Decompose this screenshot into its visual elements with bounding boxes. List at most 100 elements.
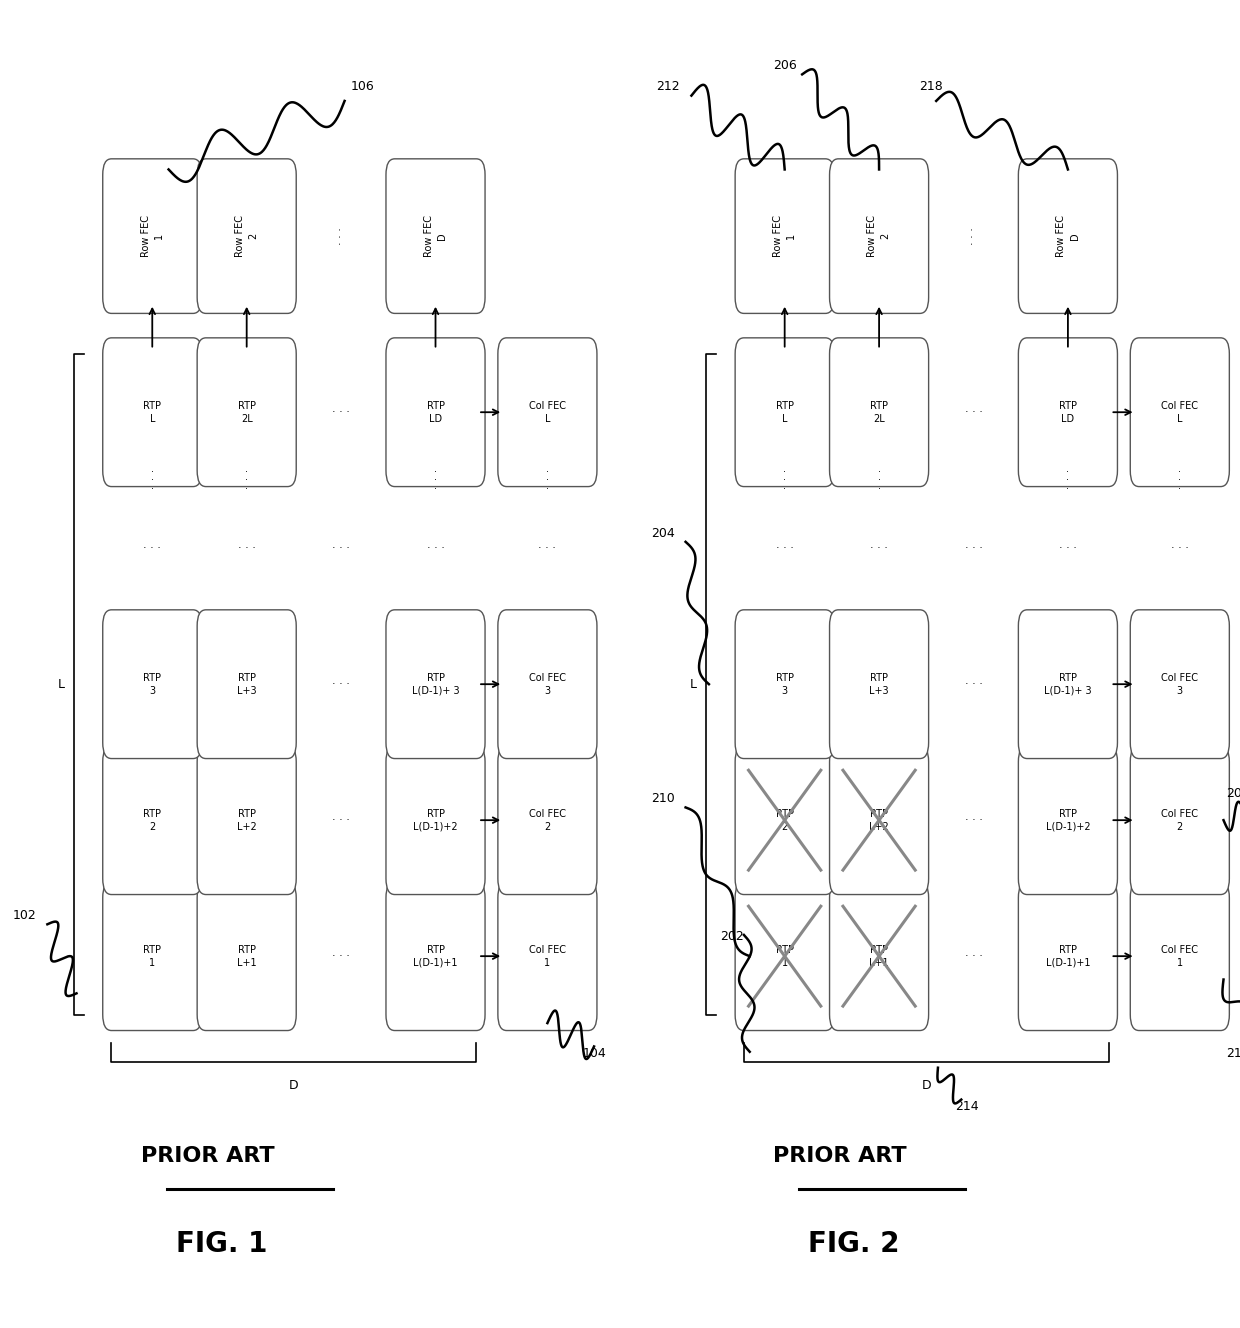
Text: RTP
L(D-1)+ 3: RTP L(D-1)+ 3 xyxy=(412,672,459,696)
Text: RTP
3: RTP 3 xyxy=(776,672,794,696)
FancyBboxPatch shape xyxy=(386,610,485,758)
FancyBboxPatch shape xyxy=(498,746,596,895)
Text: RTP
L+2: RTP L+2 xyxy=(869,809,889,831)
FancyBboxPatch shape xyxy=(197,746,296,895)
Text: · · ·: · · · xyxy=(1059,543,1076,554)
Text: · · ·: · · · xyxy=(332,543,350,554)
Text: RTP
2: RTP 2 xyxy=(144,809,161,831)
Text: Row FEC
2: Row FEC 2 xyxy=(868,215,890,258)
Text: FIG. 1: FIG. 1 xyxy=(176,1230,267,1259)
FancyBboxPatch shape xyxy=(1131,882,1229,1031)
FancyBboxPatch shape xyxy=(735,159,835,313)
FancyBboxPatch shape xyxy=(103,159,202,313)
FancyBboxPatch shape xyxy=(197,610,296,758)
FancyBboxPatch shape xyxy=(103,746,202,895)
Text: RTP
L(D-1)+ 3: RTP L(D-1)+ 3 xyxy=(1044,672,1091,696)
Text: · · ·: · · · xyxy=(336,227,346,246)
FancyBboxPatch shape xyxy=(1018,159,1117,313)
FancyBboxPatch shape xyxy=(735,610,835,758)
Text: RTP
LD: RTP LD xyxy=(1059,401,1076,424)
Text: 218: 218 xyxy=(919,80,942,93)
FancyBboxPatch shape xyxy=(197,882,296,1031)
Text: 104: 104 xyxy=(583,1046,606,1060)
Text: 202: 202 xyxy=(720,930,744,943)
Text: · · ·: · · · xyxy=(238,543,255,554)
FancyBboxPatch shape xyxy=(197,337,296,486)
Text: ·
·
·: · · · xyxy=(784,467,786,494)
Text: Row FEC
1: Row FEC 1 xyxy=(140,215,164,258)
Text: · · ·: · · · xyxy=(965,543,982,554)
Text: ·
·
·: · · · xyxy=(1066,467,1069,494)
Text: D: D xyxy=(289,1080,299,1092)
Text: Col FEC
L: Col FEC L xyxy=(529,401,565,424)
Text: RTP
L+1: RTP L+1 xyxy=(869,944,889,968)
FancyBboxPatch shape xyxy=(1131,746,1229,895)
Text: · · ·: · · · xyxy=(776,543,794,554)
Text: · · ·: · · · xyxy=(538,543,557,554)
Text: 204: 204 xyxy=(651,526,675,539)
Text: RTP
L+3: RTP L+3 xyxy=(237,672,257,696)
FancyBboxPatch shape xyxy=(1131,337,1229,486)
FancyBboxPatch shape xyxy=(1018,337,1117,486)
Text: · · ·: · · · xyxy=(144,543,161,554)
FancyBboxPatch shape xyxy=(386,337,485,486)
Text: Col FEC
1: Col FEC 1 xyxy=(529,944,565,968)
FancyBboxPatch shape xyxy=(103,337,202,486)
Text: RTP
2L: RTP 2L xyxy=(870,401,888,424)
Text: Row FEC
D: Row FEC D xyxy=(424,215,448,258)
FancyBboxPatch shape xyxy=(386,159,485,313)
Text: RTP
L: RTP L xyxy=(776,401,794,424)
Text: ·
·
·: · · · xyxy=(1178,467,1182,494)
Text: RTP
1: RTP 1 xyxy=(776,944,794,968)
FancyBboxPatch shape xyxy=(830,746,929,895)
Text: PRIOR ART: PRIOR ART xyxy=(773,1146,906,1166)
Text: RTP
LD: RTP LD xyxy=(427,401,444,424)
FancyBboxPatch shape xyxy=(1018,746,1117,895)
Text: · · ·: · · · xyxy=(332,951,350,961)
FancyBboxPatch shape xyxy=(1018,882,1117,1031)
Text: PRIOR ART: PRIOR ART xyxy=(140,1146,274,1166)
Text: RTP
L: RTP L xyxy=(144,401,161,424)
Text: Row FEC
D: Row FEC D xyxy=(1056,215,1080,258)
FancyBboxPatch shape xyxy=(386,882,485,1031)
Text: L: L xyxy=(57,677,64,691)
Text: 206: 206 xyxy=(773,58,797,72)
Text: · · ·: · · · xyxy=(965,679,982,689)
Text: · · ·: · · · xyxy=(332,679,350,689)
Text: Col FEC
L: Col FEC L xyxy=(1162,401,1198,424)
Text: Row FEC
1: Row FEC 1 xyxy=(773,215,796,258)
Text: RTP
L(D-1)+2: RTP L(D-1)+2 xyxy=(413,809,458,831)
Text: · · ·: · · · xyxy=(332,408,350,417)
Text: RTP
L+2: RTP L+2 xyxy=(237,809,257,831)
Text: RTP
L(D-1)+1: RTP L(D-1)+1 xyxy=(413,944,458,968)
Text: RTP
1: RTP 1 xyxy=(144,944,161,968)
Text: Col FEC
1: Col FEC 1 xyxy=(1162,944,1198,968)
Text: ·
·
·: · · · xyxy=(246,467,248,494)
Text: RTP
L(D-1)+2: RTP L(D-1)+2 xyxy=(1045,809,1090,831)
Text: Col FEC
2: Col FEC 2 xyxy=(529,809,565,831)
Text: 212: 212 xyxy=(656,80,680,93)
FancyBboxPatch shape xyxy=(498,337,596,486)
Text: RTP
L+1: RTP L+1 xyxy=(237,944,257,968)
Text: Col FEC
3: Col FEC 3 xyxy=(1162,672,1198,696)
FancyBboxPatch shape xyxy=(830,159,929,313)
Text: RTP
L(D-1)+1: RTP L(D-1)+1 xyxy=(1045,944,1090,968)
Text: 214: 214 xyxy=(956,1100,980,1113)
Text: · · ·: · · · xyxy=(427,543,444,554)
FancyBboxPatch shape xyxy=(735,882,835,1031)
Text: ·
·
·: · · · xyxy=(434,467,436,494)
FancyBboxPatch shape xyxy=(830,882,929,1031)
FancyBboxPatch shape xyxy=(498,610,596,758)
FancyBboxPatch shape xyxy=(197,159,296,313)
Text: D: D xyxy=(921,1080,931,1092)
Text: Col FEC
2: Col FEC 2 xyxy=(1162,809,1198,831)
FancyBboxPatch shape xyxy=(103,882,202,1031)
Text: 102: 102 xyxy=(12,908,36,922)
FancyBboxPatch shape xyxy=(498,882,596,1031)
FancyBboxPatch shape xyxy=(830,337,929,486)
Text: · · ·: · · · xyxy=(332,815,350,825)
Text: RTP
3: RTP 3 xyxy=(144,672,161,696)
FancyBboxPatch shape xyxy=(386,746,485,895)
Text: RTP
2: RTP 2 xyxy=(776,809,794,831)
Text: FIG. 2: FIG. 2 xyxy=(808,1230,899,1259)
